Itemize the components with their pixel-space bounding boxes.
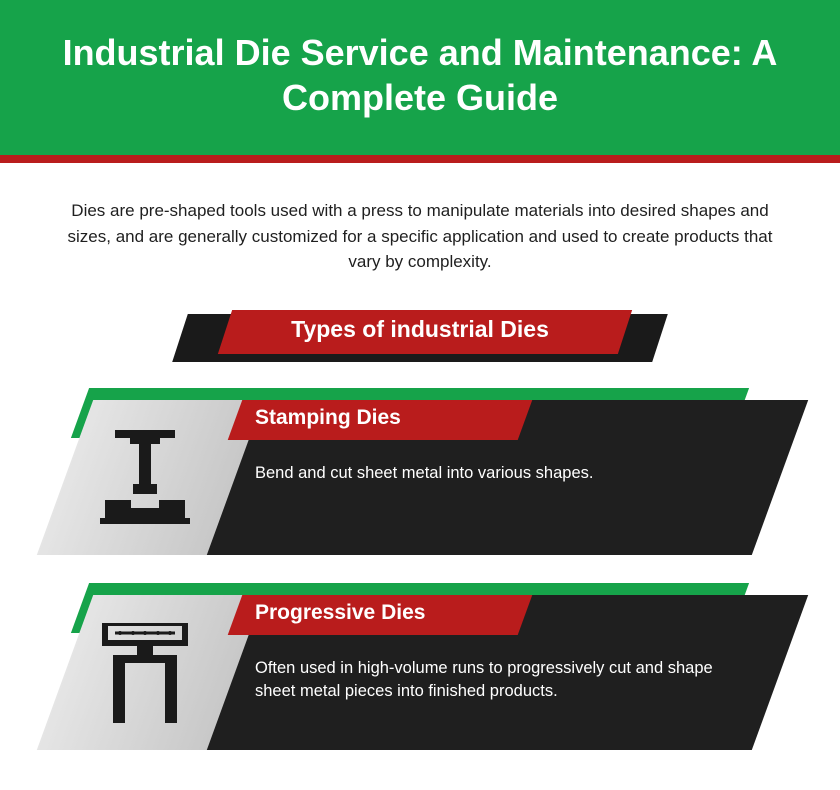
- header: Industrial Die Service and Maintenance: …: [0, 0, 840, 155]
- divider-red: [0, 155, 840, 163]
- section-title-text: Types of industrial Dies: [0, 316, 840, 343]
- section-title: Types of industrial Dies: [0, 310, 840, 370]
- card-stamping: Stamping Dies Bend and cut sheet metal i…: [0, 400, 840, 565]
- page-title: Industrial Die Service and Maintenance: …: [40, 30, 800, 120]
- intro-text: Dies are pre-shaped tools used with a pr…: [60, 198, 780, 275]
- card-title-text: Stamping Dies: [255, 406, 401, 430]
- card-desc-text: Bend and cut sheet metal into various sh…: [255, 462, 715, 485]
- card-title-text: Progressive Dies: [255, 601, 425, 625]
- intro-section: Dies are pre-shaped tools used with a pr…: [0, 163, 840, 300]
- progressive-press-icon: [75, 613, 215, 733]
- stamping-press-icon: [75, 418, 215, 538]
- card-progressive: Progressive Dies Often used in high-volu…: [0, 595, 840, 760]
- card-desc-text: Often used in high-volume runs to progre…: [255, 657, 715, 703]
